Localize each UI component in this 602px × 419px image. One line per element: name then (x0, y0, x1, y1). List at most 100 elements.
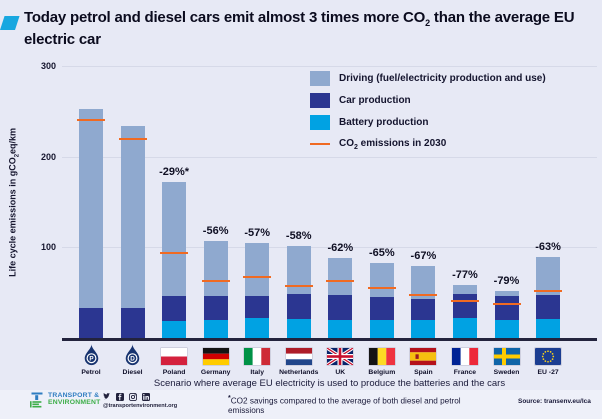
facebook-icon (116, 393, 124, 401)
segment-car-poland (162, 296, 187, 321)
x-label-belgium: Belgium (368, 369, 396, 376)
linkedin-icon (142, 393, 150, 401)
segment-battery-netherlands (286, 318, 311, 338)
flag-germany-icon (202, 348, 229, 365)
x-label-poland: Poland (162, 369, 186, 376)
svg-text:D: D (130, 355, 135, 362)
chart-legend: Driving (fuel/electricity production and… (310, 70, 546, 158)
instagram-icon (129, 393, 137, 401)
pct-label-eu27: -63% (535, 241, 561, 254)
segment-car-uk (328, 295, 353, 320)
pct-label-uk: -62% (327, 242, 354, 255)
social-icons (103, 393, 150, 401)
segment-car-petrol (79, 308, 103, 338)
segment-driving-eu27 (536, 257, 561, 296)
footnote-asterisk: * (228, 395, 231, 402)
segment-battery-sweden (494, 319, 519, 338)
title-text-post: than the average EU electric car (24, 9, 575, 48)
legend-label: Car production (339, 94, 411, 106)
co2-2030-marker-uk (326, 279, 355, 282)
legend-label-post: emissions in 2030 (357, 137, 447, 149)
title-text-pre: Today petrol and diesel cars emit almost… (24, 9, 426, 26)
segment-car-diesel (120, 308, 145, 338)
bar-uk (328, 258, 353, 338)
cyan-parallelogram-icon (0, 16, 20, 30)
pct-label-belgium: -65% (369, 246, 395, 259)
fuel-droplet-icon: D (125, 344, 140, 366)
bar-sweden (494, 290, 519, 338)
legend-item-co2-2030: CO2 emissions in 2030 (310, 136, 546, 152)
segment-car-eu27 (536, 295, 561, 319)
segment-driving-italy (245, 242, 270, 297)
x-label-diesel: Diesel (122, 369, 143, 376)
bar-france (452, 285, 477, 338)
x-label-petrol: Petrol (81, 369, 101, 376)
flag-italy-icon (244, 348, 271, 365)
co2-2030-marker-netherlands (284, 285, 313, 288)
battery-production-swatch-icon (310, 114, 330, 130)
bar-belgium (369, 262, 394, 338)
footnote-text: CO2 savings compared to the average of b… (228, 396, 461, 415)
legend-label-pre: CO (339, 137, 354, 149)
segment-battery-eu27 (536, 318, 561, 338)
segment-driving-petrol (79, 108, 103, 309)
pct-label-poland: -29%* (159, 166, 190, 179)
segment-car-spain (411, 298, 436, 320)
x-label-sweden: Sweden (493, 369, 520, 376)
bar-poland (162, 182, 187, 338)
pct-label-spain: -67% (410, 250, 437, 263)
legend-item-car-production: Car production (310, 92, 546, 108)
source-credit: Source: transenv.eu/lca (518, 398, 591, 405)
title-block: Today petrol and diesel cars emit almost… (0, 8, 595, 49)
gridline-300 (62, 66, 597, 67)
pct-label-france: -77% (452, 269, 478, 282)
y-tick-200: 200 (40, 152, 56, 162)
flag-netherlands-icon (285, 348, 312, 365)
bar-petrol (79, 108, 103, 338)
segment-car-italy (245, 296, 270, 319)
twitter-icon (103, 393, 111, 400)
flag-eu27-icon (535, 348, 562, 365)
page-title: Today petrol and diesel cars emit almost… (24, 8, 584, 49)
segment-driving-sweden (494, 290, 519, 297)
segment-driving-spain (411, 266, 436, 299)
co2-2030-marker-spain (409, 294, 438, 297)
segment-driving-france (452, 285, 477, 295)
flag-sweden-icon (493, 348, 520, 365)
footnote: *CO2 savings compared to the average of … (228, 395, 463, 415)
flag-belgium-icon (368, 348, 395, 365)
segment-driving-diesel (120, 125, 145, 309)
pct-label-netherlands: -58% (285, 229, 312, 242)
co2-2030-marker-belgium (367, 287, 396, 290)
te-logo-wordmark: TRANSPORT & ENVIRONMENT (48, 392, 100, 406)
y-axis-label: Life cycle emissions in gCO2eq/km (8, 102, 21, 302)
y-axis-co2-subscript: 2 (14, 153, 21, 158)
bar-spain (411, 266, 436, 338)
y-tick-300: 300 (40, 61, 56, 71)
pct-label-italy: -57% (244, 226, 271, 239)
segment-driving-germany (203, 240, 228, 297)
driving-swatch-icon (310, 70, 330, 86)
co2-2030-line-icon (310, 143, 330, 145)
x-label-spain: Spain (414, 369, 433, 376)
y-tick-100: 100 (40, 242, 56, 252)
bar-germany (203, 240, 228, 338)
legend-co2-subscript: 2 (354, 143, 358, 151)
segment-battery-spain (411, 319, 436, 338)
pct-label-sweden: -79% (493, 274, 520, 287)
gridline-200 (62, 157, 597, 158)
te-wordmark-line2: ENVIRONMENT (48, 399, 101, 407)
co2-2030-marker-germany (201, 279, 230, 282)
segment-car-france (452, 294, 477, 319)
segment-car-sweden (494, 296, 519, 320)
legend-label: CO2 emissions in 2030 (339, 138, 446, 151)
te-logo-icon (30, 392, 43, 408)
flag-poland-icon (161, 348, 188, 365)
segment-driving-poland (162, 182, 187, 297)
x-label-eu27: EU -27 (537, 369, 559, 376)
x-label-netherlands: Netherlands (279, 369, 319, 376)
social-handle: @transportenvironment.org (103, 403, 178, 409)
svg-text:P: P (89, 355, 93, 362)
y-axis-label-pre: Life cycle emissions in gCO (7, 157, 18, 277)
